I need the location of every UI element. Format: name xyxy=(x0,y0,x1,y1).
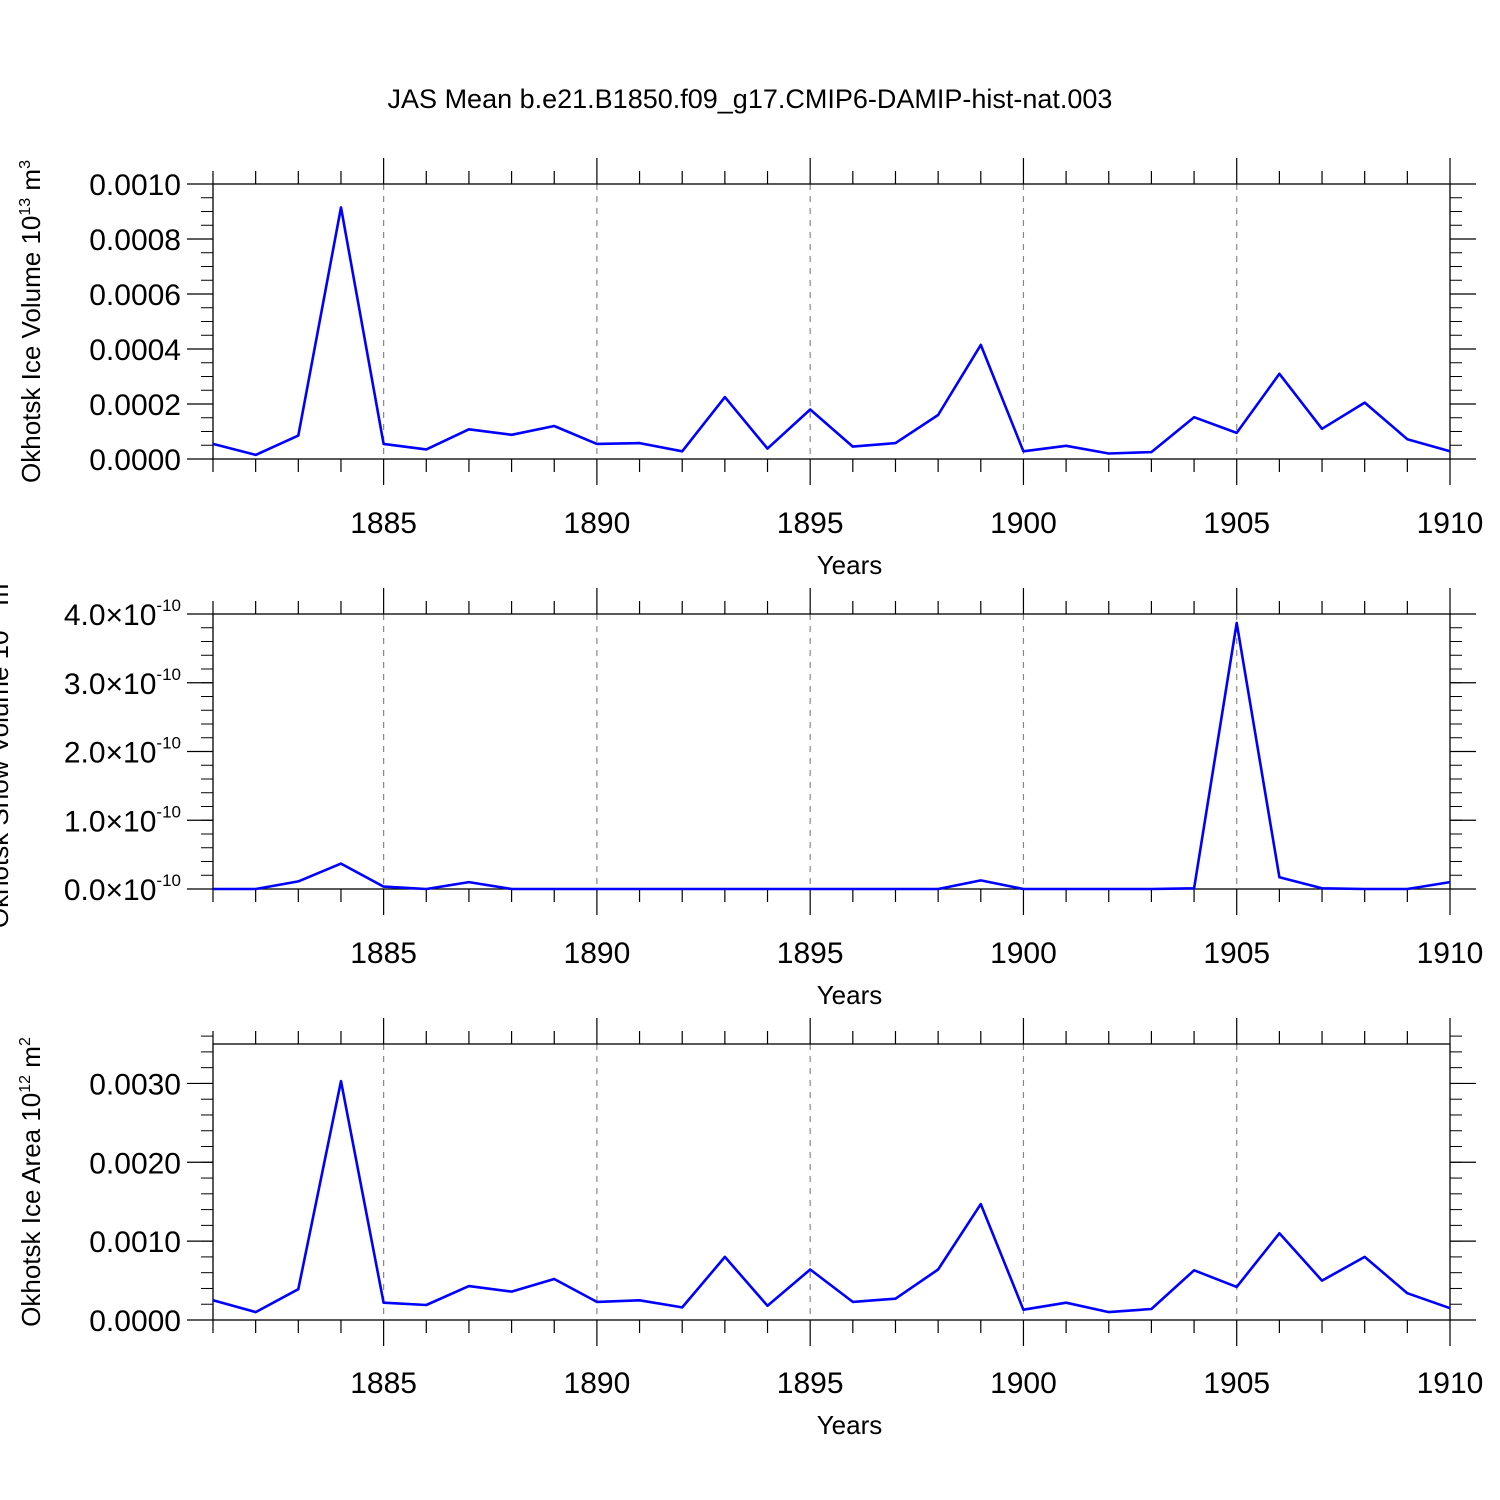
x-tick-label: 1905 xyxy=(1203,1367,1270,1400)
y-tick-label: 3.0×10-10 xyxy=(64,665,181,701)
x-tick-label: 1910 xyxy=(1417,507,1484,540)
chart-panel-1: 1885 1890 1895 1900 1905 1910 0.0000 0.0002 0.00… xyxy=(16,158,1483,580)
x-tick-label: 1890 xyxy=(564,507,631,540)
x-axis-label: Years xyxy=(817,550,883,580)
x-tick-label: 1900 xyxy=(990,1367,1057,1400)
y-tick-label: 0.0004 xyxy=(89,334,181,367)
y-axis-label: Okhotsk Ice Volume 1013 m3 xyxy=(16,160,46,483)
x-tick-label: 1905 xyxy=(1203,507,1270,540)
series-line xyxy=(212,1079,1451,1314)
chart-panel-2: 1885 1890 1895 1900 1905 1910 0.0×10-10 1.0×10-… xyxy=(0,575,1483,1010)
y-tick-label: 0.0006 xyxy=(89,279,181,312)
y-tick-label: 0.0010 xyxy=(89,169,181,202)
x-tick-label: 1890 xyxy=(564,937,631,970)
y-tick-label: 0.0010 xyxy=(89,1226,181,1259)
x-tick-label: 1885 xyxy=(350,1367,417,1400)
x-tick-label: 1885 xyxy=(350,937,417,970)
y-tick-label: 1.0×10-10 xyxy=(64,802,181,838)
y-tick-label: 0.0008 xyxy=(89,224,181,257)
x-tick-label: 1890 xyxy=(564,1367,631,1400)
x-axis-label: Years xyxy=(817,1410,883,1440)
plot-frame xyxy=(212,1043,1451,1321)
panels: 1885 1890 1895 1900 1905 1910 0.0000 0.0002 0.00… xyxy=(0,158,1483,1440)
x-axis-label: Years xyxy=(817,980,883,1010)
x-tick-label: 1910 xyxy=(1417,937,1484,970)
y-tick-label: 0.0×10-10 xyxy=(64,871,181,907)
x-tick-label: 1910 xyxy=(1417,1367,1484,1400)
figure-title: JAS Mean b.e21.B1850.f09_g17.CMIP6-DAMIP… xyxy=(388,84,1113,114)
y-tick-label: 0.0030 xyxy=(89,1068,181,1101)
x-tick-label: 1900 xyxy=(990,937,1057,970)
y-tick-label: 0.0000 xyxy=(89,1305,181,1338)
y-tick-label: 4.0×10-10 xyxy=(64,596,181,632)
x-tick-label: 1895 xyxy=(777,937,844,970)
series-line xyxy=(213,621,1451,891)
series-line xyxy=(212,206,1451,457)
y-tick-label: 0.0002 xyxy=(89,389,181,422)
y-axis-label: Okhotsk Snow Volume 1013 m3 xyxy=(0,575,14,928)
y-axis-label: Okhotsk Ice Area 1012 m2 xyxy=(16,1037,46,1327)
chart-panel-3: 1885 1890 1895 1900 1905 1910 0.0000 0.0010 0.00… xyxy=(16,1018,1483,1440)
x-tick-label: 1905 xyxy=(1203,937,1270,970)
y-tick-label: 0.0020 xyxy=(89,1147,181,1180)
x-tick-label: 1885 xyxy=(350,507,417,540)
x-tick-label: 1895 xyxy=(777,507,844,540)
y-tick-label: 0.0000 xyxy=(89,444,181,477)
y-tick-label: 2.0×10-10 xyxy=(64,734,181,770)
x-tick-label: 1900 xyxy=(990,507,1057,540)
x-tick-label: 1895 xyxy=(777,1367,844,1400)
